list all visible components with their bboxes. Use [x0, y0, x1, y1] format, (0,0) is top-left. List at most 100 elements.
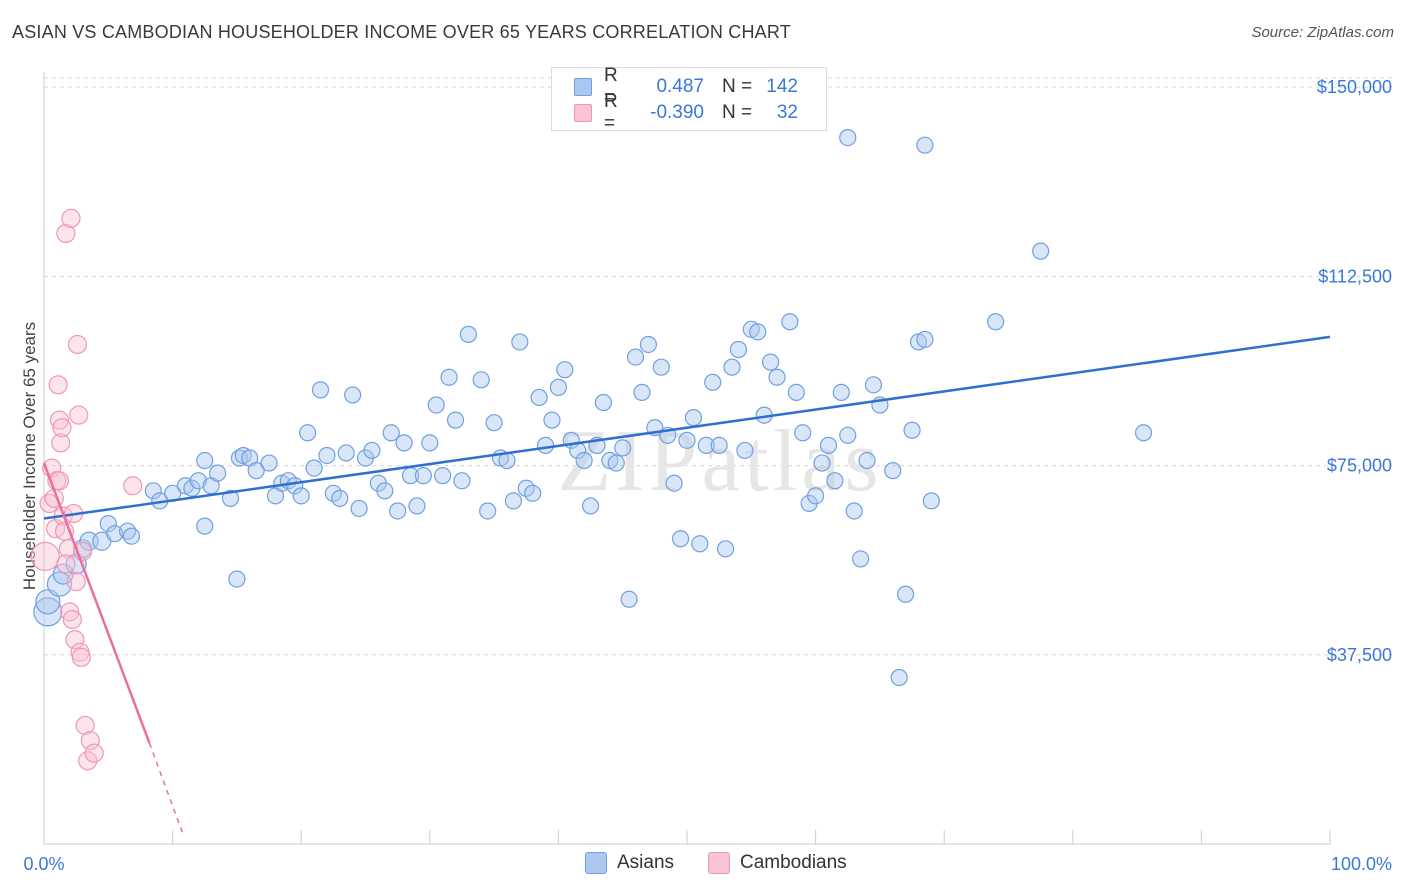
- asian-point: [626, 348, 645, 366]
- cambodians-swatch: [574, 104, 592, 122]
- asian-point: [697, 436, 715, 454]
- asian-point: [122, 527, 141, 545]
- source-label: Source: ZipAtlas.com: [1251, 24, 1394, 41]
- asian-point: [305, 459, 323, 477]
- asian-point: [536, 436, 555, 454]
- asian-point: [1032, 242, 1050, 260]
- asian-point: [852, 550, 870, 568]
- cambodians-r-label: R =: [604, 91, 618, 134]
- cambodian-trend-line: [42, 462, 151, 744]
- asian-point: [671, 530, 690, 548]
- asian-point: [813, 454, 831, 472]
- cambodian-point: [51, 433, 71, 453]
- legend-item-cambodians[interactable]: Cambodians: [708, 852, 847, 874]
- asian-point: [350, 499, 368, 518]
- asian-point: [729, 340, 748, 359]
- asian-point: [209, 464, 227, 482]
- asian-point: [459, 325, 477, 343]
- asian-point: [723, 358, 741, 376]
- chart-title: ASIAN VS CAMBODIAN HOUSEHOLDER INCOME OV…: [12, 22, 791, 42]
- asian-point: [408, 497, 426, 515]
- cambodian-point: [67, 334, 88, 355]
- asian-point: [524, 484, 542, 502]
- asian-point: [858, 451, 876, 470]
- asian-point: [787, 383, 805, 402]
- asian-point: [916, 330, 934, 349]
- asian-point: [1134, 424, 1153, 442]
- asian-point: [845, 502, 863, 520]
- series-legend: Asians Cambodians: [0, 852, 1406, 878]
- asians-r-value: 0.487: [656, 76, 704, 97]
- asian-point: [652, 358, 670, 376]
- legend-row-asians: R = 0.487 N = 142: [574, 65, 798, 108]
- asian-point: [144, 482, 162, 500]
- cambodians-legend-swatch: [708, 852, 730, 874]
- asian-point: [543, 411, 561, 429]
- asian-point: [614, 439, 632, 457]
- asian-point: [549, 378, 568, 396]
- asian-point: [376, 482, 394, 500]
- cambodian-point: [69, 405, 89, 425]
- asian-point: [530, 388, 548, 407]
- asian-point: [292, 487, 310, 505]
- cambodian-point: [78, 751, 98, 771]
- asian-point: [106, 525, 124, 543]
- asian-point: [768, 368, 786, 386]
- cambodian-point: [61, 208, 81, 228]
- asian-point: [781, 313, 799, 331]
- watermark: ZIPatlas: [557, 413, 882, 510]
- asian-point: [581, 497, 600, 515]
- asian-point: [839, 426, 857, 444]
- asians-n-label: N =: [722, 76, 753, 97]
- asian-point: [344, 386, 362, 404]
- asian-point: [196, 451, 214, 470]
- cambodians-n-label: N =: [722, 102, 753, 123]
- asian-point: [897, 585, 915, 603]
- asian-point: [434, 467, 452, 485]
- asian-point: [594, 393, 613, 412]
- asian-point: [472, 371, 490, 389]
- x-tick-label: 100.0%: [1331, 854, 1392, 874]
- y-tick-label: $112,500: [1318, 266, 1392, 286]
- asian-point: [389, 502, 407, 520]
- asian-point: [395, 434, 413, 452]
- asian-point: [453, 472, 471, 490]
- asian-point: [620, 590, 638, 608]
- trend-lines: [42, 335, 1331, 835]
- asian-point: [691, 535, 709, 553]
- asian-point: [710, 436, 728, 454]
- asians-legend-swatch: [585, 852, 607, 874]
- asian-point: [331, 489, 349, 507]
- cambodian-point: [56, 223, 76, 244]
- asian-point: [761, 353, 780, 371]
- asian-point: [556, 361, 574, 379]
- asian-point: [311, 381, 330, 399]
- asian-point: [196, 517, 214, 535]
- asian-point: [189, 472, 207, 490]
- asian-point: [221, 489, 240, 507]
- asian-point: [819, 436, 838, 454]
- asians-r-label: R =: [604, 65, 618, 108]
- asian-point: [806, 487, 825, 505]
- cambodian-trend-extension: [148, 742, 184, 835]
- cambodian-point: [56, 554, 76, 574]
- asian-point: [832, 383, 850, 402]
- cambodian-point: [123, 476, 143, 496]
- asian-point: [479, 502, 497, 520]
- asian-point: [987, 313, 1005, 331]
- asian-point: [826, 472, 844, 490]
- cambodian-point: [60, 602, 80, 622]
- asian-point: [337, 444, 355, 462]
- asian-point: [440, 368, 458, 386]
- cambodian-point: [84, 743, 104, 763]
- asian-point: [421, 434, 439, 452]
- legend-item-asians[interactable]: Asians: [585, 852, 674, 874]
- asian-point: [736, 441, 754, 460]
- tick-labels: $37,500 $75,000 $112,500 $150,000 0.0% 100.0%: [23, 77, 1392, 874]
- asian-point: [299, 424, 317, 442]
- asian-point: [639, 335, 658, 354]
- grid-lines: [44, 77, 1392, 656]
- asian-point: [363, 441, 381, 460]
- cambodian-point: [52, 418, 72, 438]
- asian-point: [916, 136, 934, 154]
